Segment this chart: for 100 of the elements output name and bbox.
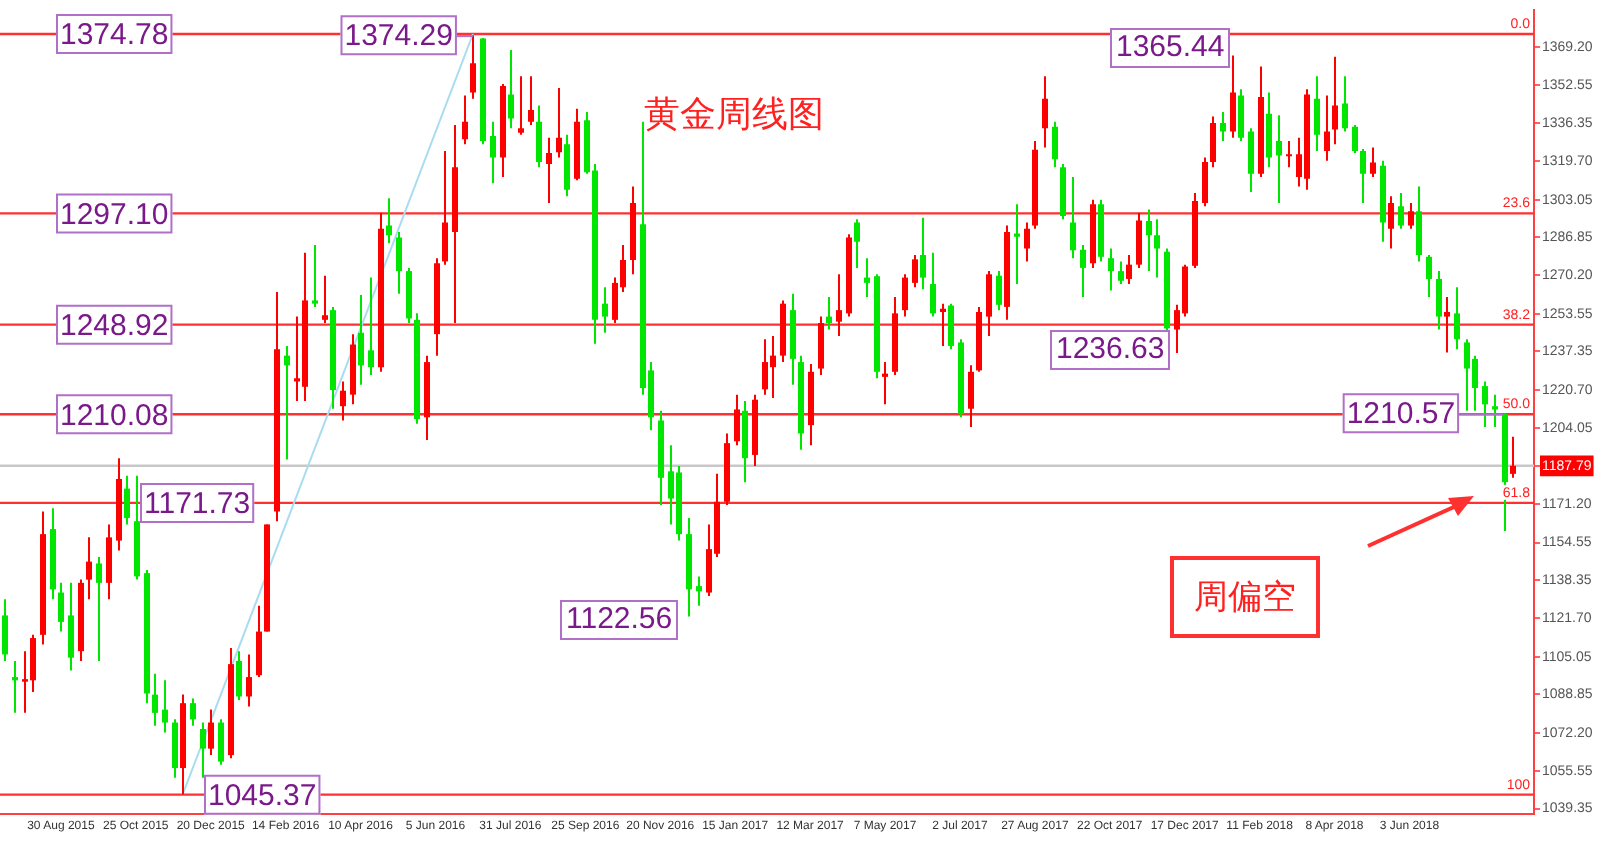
candlestick (152, 672, 158, 727)
ref-line-label: 1297.10 (60, 197, 169, 232)
candlestick (1314, 75, 1320, 153)
ref-line-label: 1374.78 (60, 18, 169, 53)
candlestick (762, 338, 768, 396)
candlestick (564, 133, 570, 198)
candlestick (734, 393, 740, 447)
candlestick (58, 581, 64, 633)
candlestick (940, 302, 946, 347)
candlestick (770, 335, 776, 399)
candlestick (1482, 380, 1488, 428)
candlestick (1454, 286, 1460, 351)
candlestick (968, 364, 974, 428)
candlestick (556, 86, 562, 159)
candlestick (86, 536, 92, 601)
candlestick (470, 34, 476, 100)
candlestick (462, 94, 468, 146)
candlestick (1464, 338, 1470, 412)
candlestick (1024, 221, 1030, 263)
candlestick (1276, 114, 1282, 204)
candlestick (1080, 244, 1086, 298)
candlestick (1146, 208, 1152, 273)
candlestick (1136, 211, 1142, 269)
candlestick (1210, 115, 1216, 169)
candlestick (1202, 156, 1208, 208)
candlestick (1352, 123, 1358, 154)
ref-line-label: 1248.92 (60, 308, 169, 343)
candlestick (340, 380, 346, 422)
candlestick (1126, 253, 1132, 286)
annotation: 1122.56 (560, 600, 679, 640)
candlestick (284, 344, 290, 461)
candlestick (1492, 393, 1498, 428)
candlestick (172, 718, 178, 779)
candlestick (536, 104, 542, 169)
candlestick (406, 266, 412, 325)
candlestick (902, 273, 908, 318)
candlestick (742, 400, 748, 484)
candlestick (190, 697, 196, 727)
candlestick (200, 721, 206, 779)
candlestick (322, 274, 328, 325)
candlestick (246, 653, 252, 708)
candlestick (1510, 435, 1516, 479)
candlestick (68, 581, 74, 672)
candlestick (668, 444, 674, 526)
candlestick (12, 659, 18, 714)
annotation: 1236.63 (1050, 330, 1171, 370)
candlestick (2, 598, 8, 662)
candlestick (1436, 270, 1442, 331)
candlestick (106, 523, 112, 601)
candlestick (518, 75, 524, 136)
candlestick (1388, 195, 1394, 250)
candlestick (386, 197, 392, 245)
candlestick (1408, 201, 1414, 230)
candlestick (1238, 88, 1244, 143)
text: 黄金周线图 (644, 92, 824, 138)
candlestick (864, 257, 870, 298)
candlestick (490, 120, 496, 185)
candlestick (1042, 75, 1048, 149)
candlestick (1108, 247, 1114, 292)
candlestick (358, 294, 364, 386)
candlestick (826, 295, 832, 331)
ref-line-label: 1045.37 (208, 778, 317, 813)
candlestick (1444, 295, 1450, 354)
candlestick (1332, 55, 1338, 146)
candlestick (546, 136, 552, 204)
ref-line-label: 1210.08 (60, 398, 169, 433)
candlestick (854, 218, 860, 269)
candlestick (236, 650, 242, 701)
candlestick (442, 150, 448, 266)
candlestick (368, 276, 374, 377)
ref-line-label: 1171.73 (144, 487, 251, 522)
candlestick (1118, 260, 1124, 286)
candlestick (30, 633, 36, 694)
candlestick (1416, 185, 1422, 263)
candlestick (986, 270, 992, 337)
candlestick (1360, 147, 1366, 204)
candlestick (948, 302, 954, 351)
annotation: 周偏空 (1170, 556, 1320, 638)
candlestick (1342, 75, 1348, 133)
annotation: 1374.29 (344, 19, 453, 54)
candlestick (508, 49, 514, 130)
candlestick (1154, 218, 1160, 279)
candlestick (696, 575, 702, 607)
candlestick (528, 75, 534, 126)
candlestick (602, 286, 608, 334)
candlestick (1220, 111, 1226, 143)
candlestick (1324, 94, 1330, 162)
candlestick (1248, 127, 1254, 193)
candlestick (1370, 146, 1376, 178)
candlestick (312, 244, 318, 308)
candlestick (1266, 91, 1272, 169)
candlestick (818, 315, 824, 377)
candlestick (1014, 203, 1020, 286)
candlestick (396, 231, 402, 295)
candlestick (1230, 54, 1236, 139)
candlestick (912, 253, 918, 289)
candlestick (218, 718, 224, 766)
candlestick (882, 361, 888, 406)
annotation: 1365.44 (1110, 28, 1231, 68)
candlestick (836, 273, 842, 337)
